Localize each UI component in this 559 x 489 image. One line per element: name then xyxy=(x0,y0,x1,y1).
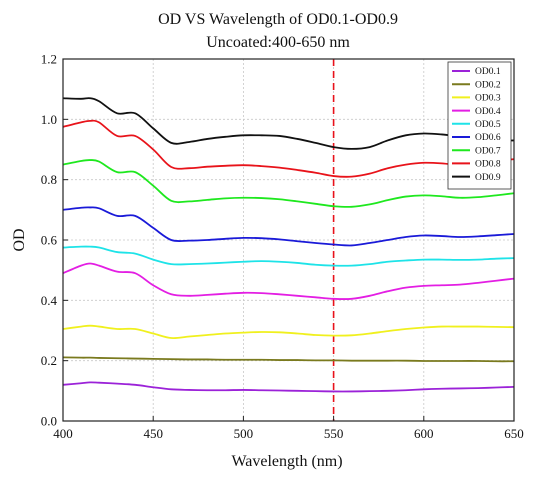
y-tick-label: 0.4 xyxy=(41,293,58,308)
y-tick-label: 1.2 xyxy=(41,52,57,67)
legend-label: OD0.4 xyxy=(475,107,501,117)
legend-label: OD0.5 xyxy=(475,120,501,130)
x-tick-label: 450 xyxy=(143,426,163,441)
legend-label: OD0.2 xyxy=(475,80,501,90)
legend-label: OD0.1 xyxy=(475,67,501,77)
legend-label: OD0.7 xyxy=(475,146,501,156)
x-tick-label: 550 xyxy=(324,426,344,441)
legend-label: OD0.6 xyxy=(475,133,501,143)
x-tick-label: 600 xyxy=(414,426,434,441)
series-layer xyxy=(62,97,515,393)
chart-title: OD VS Wavelength of OD0.1-OD0.9 xyxy=(158,11,398,28)
series-line-od0-6 xyxy=(62,206,515,247)
y-tick-label: 0.6 xyxy=(41,233,58,248)
series-line-od0-3 xyxy=(62,324,515,340)
legend-label: OD0.9 xyxy=(475,173,501,183)
x-tick-label: 400 xyxy=(53,426,73,441)
legend-label: OD0.8 xyxy=(475,160,501,170)
y-tick-label: 0.2 xyxy=(41,353,57,368)
series-line-od0-1 xyxy=(62,381,515,393)
y-axis-label: OD xyxy=(11,228,28,251)
tick-layer: 400 450 500 550 600 650 0.0 0.2 0.4 0.6 0.8 1.0 1.2 xyxy=(41,52,524,442)
series-line-od0-7 xyxy=(62,159,515,208)
y-tick-label: 0.8 xyxy=(41,172,57,187)
series-line-od0-5 xyxy=(62,245,515,267)
chart-subtitle: Uncoated:400-650 nm xyxy=(206,34,350,51)
legend: OD0.1 OD0.2 OD0.3 OD0.4 OD0.5 OD0.6 OD0.7 OD0.8… xyxy=(447,61,512,190)
legend-box xyxy=(447,61,512,190)
series-line-od0-4 xyxy=(62,262,515,301)
x-axis-label: Wavelength (nm) xyxy=(231,453,342,470)
y-tick-label: 1.0 xyxy=(41,112,57,127)
x-tick-label: 650 xyxy=(504,426,524,441)
x-tick-label: 500 xyxy=(234,426,254,441)
legend-label: OD0.3 xyxy=(475,94,501,104)
y-tick-label: 0.0 xyxy=(41,414,57,429)
series-line-od0-8 xyxy=(62,119,515,178)
series-line-od0-9 xyxy=(62,97,515,150)
series-line-od0-2 xyxy=(62,356,515,363)
